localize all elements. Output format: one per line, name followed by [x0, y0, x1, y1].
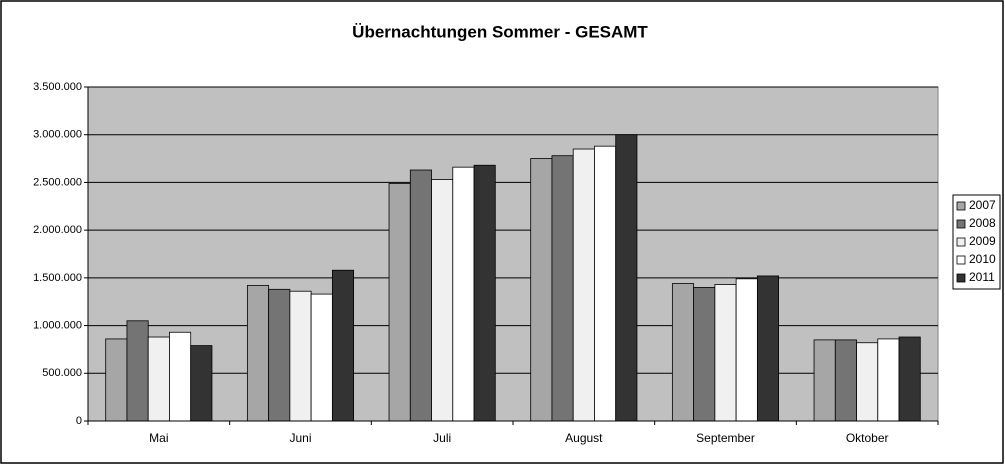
y-tick-label: 1.000.000: [33, 319, 82, 331]
bar: [331, 269, 355, 422]
x-tick-label: September: [696, 431, 755, 445]
chart-title: Übernachtungen Sommer - GESAMT: [352, 22, 648, 41]
bar: [594, 145, 617, 422]
bar: [856, 342, 879, 422]
legend-label: 2010: [969, 252, 996, 266]
x-tick-label: Oktober: [846, 431, 889, 445]
legend-swatch: [956, 237, 966, 247]
bar: [693, 286, 716, 422]
bar: [473, 164, 496, 422]
bar: [289, 290, 312, 422]
bar: [735, 278, 758, 422]
bar: [615, 134, 638, 422]
legend-label: 2009: [969, 234, 996, 248]
legend-swatch: [956, 273, 966, 283]
y-tick-label: 500.000: [42, 367, 82, 379]
bar: [268, 288, 291, 422]
bar: [452, 166, 475, 422]
bar: [388, 182, 411, 422]
bar: [147, 336, 170, 422]
legend-label: 2008: [969, 216, 996, 230]
bar: [572, 148, 595, 422]
x-tick-label: Juli: [433, 431, 451, 445]
bar: [898, 336, 921, 422]
x-tick-label: Juni: [289, 431, 311, 445]
y-tick-label: 2.500.000: [33, 176, 82, 188]
y-tick-label: 3.000.000: [33, 129, 82, 141]
y-tick-label: 2.000.000: [33, 224, 82, 236]
legend-label: 2011: [969, 270, 995, 284]
bar: [714, 284, 737, 422]
bar: [126, 320, 149, 422]
bar: [431, 179, 454, 422]
legend-swatch: [956, 255, 966, 265]
legend-swatch: [956, 219, 966, 229]
legend-swatch: [956, 201, 966, 211]
y-tick-label: 3.500.000: [33, 81, 82, 93]
x-tick-label: Mai: [149, 431, 168, 445]
bar: [877, 338, 900, 422]
bar: [409, 169, 432, 422]
x-tick-label: August: [565, 431, 603, 445]
bar: [190, 345, 213, 422]
bar: [756, 275, 780, 422]
bar: [671, 283, 695, 422]
bar: [105, 338, 128, 422]
bar: [834, 339, 857, 422]
bar: [530, 158, 553, 422]
bar: [813, 339, 836, 422]
plot-area: [87, 86, 939, 422]
bar: [310, 293, 333, 422]
y-tick-label: 0: [76, 415, 82, 427]
bar: [551, 155, 574, 422]
bar: [169, 331, 192, 422]
y-tick-label: 1.500.000: [33, 272, 82, 284]
bar: [246, 285, 270, 422]
legend-label: 2007: [969, 198, 996, 212]
